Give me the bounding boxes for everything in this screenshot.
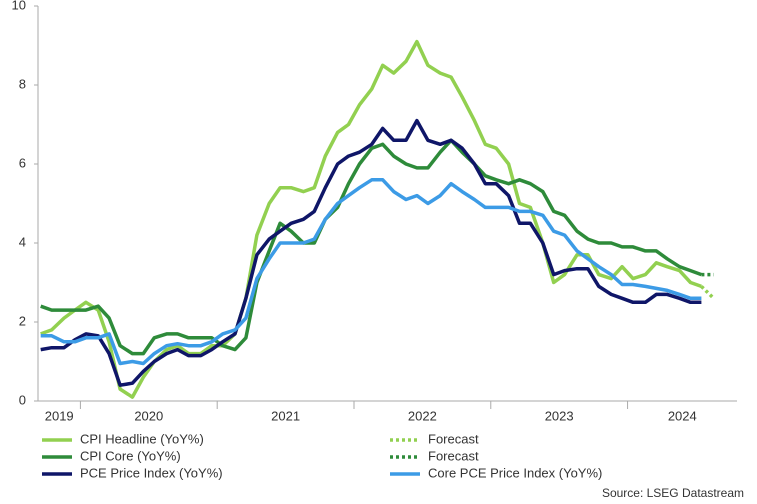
legend-label: Forecast [428,431,479,446]
y-tick-label: 10 [12,0,26,12]
legend-label: Core PCE Price Index (YoY%) [428,465,602,480]
series-line [40,39,702,399]
series-line [40,138,703,356]
x-tick-label: 2022 [408,408,437,423]
series-line [40,118,702,387]
legend-label: PCE Price Index (YoY%) [80,465,223,480]
x-tick-label: 2024 [668,408,697,423]
source: Source: LSEG Datastream [602,486,744,500]
y-tick-label: 6 [19,155,26,170]
series-line [700,285,715,300]
y-tick-label: 4 [19,234,26,249]
y-tick-label: 2 [19,313,26,328]
y-tick-label: 0 [19,392,26,407]
legend-label: CPI Core (YoY%) [80,448,181,463]
x-tick-label: 2023 [545,408,574,423]
series-line [40,178,702,366]
x-tick-label: 2019 [45,408,74,423]
y-tick-label: 8 [19,76,26,91]
legend-label: Forecast [428,448,479,463]
legend-label: CPI Headline (YoY%) [80,431,204,446]
x-tick-label: 2020 [134,408,163,423]
x-tick-label: 2021 [271,408,300,423]
